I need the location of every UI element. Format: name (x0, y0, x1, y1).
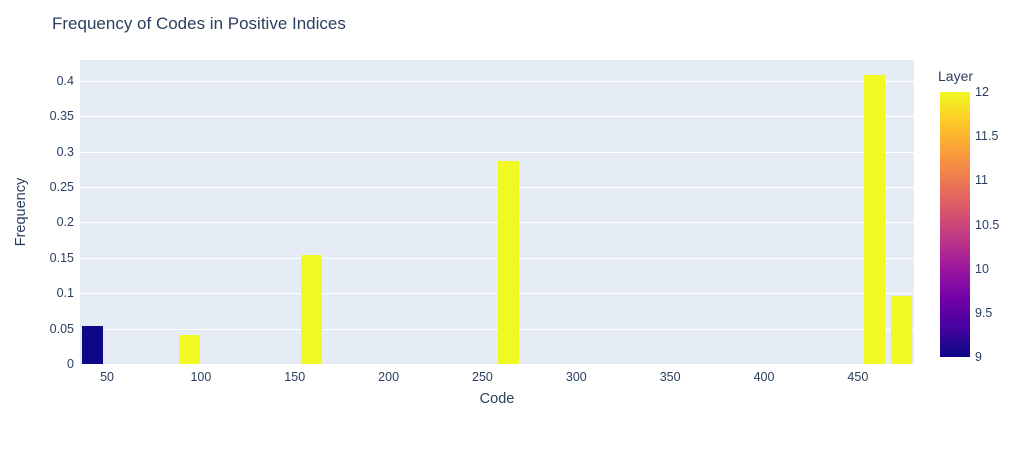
colorbar-tick-label: 9 (975, 350, 982, 364)
x-tick-label: 300 (565, 370, 587, 384)
x-tick-label: 400 (753, 370, 775, 384)
y-tick-label: 0.2 (56, 215, 74, 230)
y-gridline (80, 80, 914, 82)
y-tick-label: 0.3 (56, 144, 74, 159)
colorbar-tick-label: 10 (975, 261, 989, 276)
y-tick-label: 0.05 (49, 321, 74, 336)
x-tick-label: 350 (659, 370, 681, 384)
x-axis-title: Code (479, 391, 515, 407)
x-tick-label: 100 (190, 370, 212, 384)
bar-code-459[interactable] (864, 75, 886, 364)
bar-code-42[interactable] (81, 326, 103, 364)
x-tick-label: 250 (472, 370, 493, 384)
x-tick-label: 450 (847, 370, 869, 384)
colorbar-tick-label: 9.5 (975, 305, 993, 320)
colorbar-tick-label: 11 (975, 173, 988, 188)
bar-code-159[interactable] (301, 254, 323, 364)
y-gridline (80, 222, 914, 224)
bar-code-473[interactable] (890, 296, 912, 364)
colorbar-gradient (940, 92, 970, 357)
y-tick-label: 0.25 (49, 180, 74, 194)
colorbar-title: Layer (938, 68, 974, 84)
y-gridline (80, 293, 914, 295)
y-tick-label: 0.1 (56, 286, 74, 301)
plot-area (80, 60, 914, 364)
chart-title: Frequency of Codes in Positive Indices (52, 14, 346, 33)
y-gridline (80, 116, 914, 118)
y-gridline (80, 187, 914, 188)
y-gridline (80, 328, 914, 330)
y-tick-label: 0 (67, 357, 74, 371)
x-tick-label: 200 (378, 370, 400, 384)
y-tick-label: 0.4 (56, 73, 74, 88)
bar-code-94[interactable] (179, 334, 201, 364)
y-gridline (80, 151, 914, 153)
x-tick-label: 50 (100, 370, 114, 384)
colorbar-tick-label: 12 (975, 85, 989, 99)
x-tick-label: 150 (284, 370, 306, 384)
y-gridline (80, 257, 914, 259)
y-axis-title: Frequency (13, 177, 29, 247)
y-tick-label: 0.15 (49, 250, 74, 265)
colorbar-tick-label: 11.5 (975, 129, 999, 144)
y-tick-label: 0.35 (49, 109, 74, 124)
bar-code-264[interactable] (498, 160, 520, 364)
colorbar-tick-label: 10.5 (975, 217, 1000, 232)
